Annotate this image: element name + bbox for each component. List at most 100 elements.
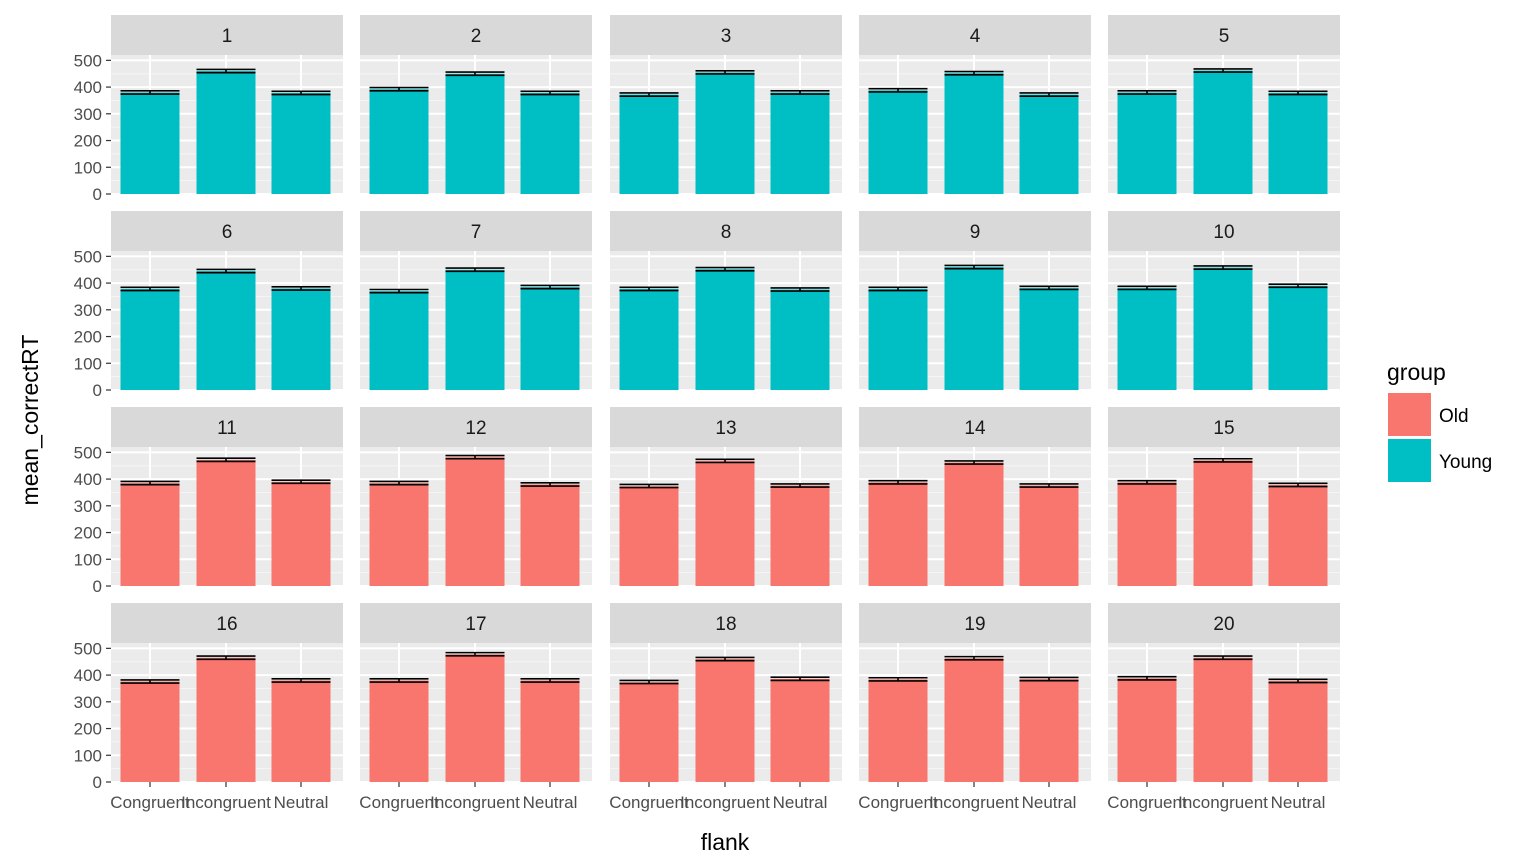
bar-neutral <box>520 287 580 390</box>
bar-incongruent <box>944 462 1004 586</box>
facet-strip <box>859 407 1091 447</box>
bar-neutral <box>520 680 580 782</box>
error-bar <box>520 482 580 487</box>
facet-strip <box>360 603 592 643</box>
error-bar <box>120 90 180 95</box>
facet-strip <box>610 211 842 251</box>
bar-neutral <box>271 481 331 586</box>
bar-incongruent <box>445 654 505 782</box>
y-tick-label: 400 <box>74 470 102 489</box>
facet-panel-7: 7 <box>360 211 592 391</box>
error-bar <box>770 287 830 292</box>
legend-entry-young: Young <box>1388 439 1492 482</box>
error-bar <box>1268 90 1328 96</box>
facet-panel-11: 11 <box>111 407 343 587</box>
x-tick-label: Congruent <box>1107 793 1187 812</box>
bar-neutral <box>1268 484 1328 586</box>
x-tick-label: Incongruent <box>430 793 520 812</box>
y-tick-label: 300 <box>74 105 102 124</box>
x-tick-label: Neutral <box>274 793 329 812</box>
error-bar <box>369 288 429 294</box>
error-bar <box>1117 285 1177 291</box>
y-tick-label: 300 <box>74 693 102 712</box>
facet-panel-14: 14 <box>859 407 1091 587</box>
facet-strip-label: 16 <box>216 614 237 635</box>
error-bar <box>196 268 256 274</box>
y-tick-label: 500 <box>74 51 102 70</box>
y-tick-label: 300 <box>74 301 102 320</box>
facet-strip-label: 3 <box>721 26 732 47</box>
facet-strip <box>111 407 343 447</box>
bar-incongruent <box>196 71 256 194</box>
bar-incongruent <box>944 267 1004 390</box>
error-bar <box>944 70 1004 76</box>
facet-strip <box>610 603 842 643</box>
error-bar <box>369 480 429 486</box>
facet-strip-label: 14 <box>964 418 986 439</box>
error-bar <box>120 480 180 486</box>
y-tick-label: 200 <box>74 720 102 739</box>
legend-key <box>1388 393 1431 436</box>
y-tick-label: 500 <box>74 443 102 462</box>
x-tick-label: Incongruent <box>929 793 1019 812</box>
error-bar <box>1268 482 1328 488</box>
bar-incongruent <box>695 269 755 390</box>
bar-neutral <box>770 485 830 586</box>
x-tick-label: Congruent <box>110 793 190 812</box>
facet-strip <box>610 15 842 55</box>
bar-congruent <box>868 90 928 194</box>
error-bar <box>619 483 679 489</box>
x-tick-label: Neutral <box>523 793 578 812</box>
error-bar <box>196 68 256 74</box>
error-bar <box>944 460 1004 465</box>
bar-congruent <box>369 680 429 782</box>
facet-strip-label: 19 <box>964 614 985 635</box>
error-bar <box>868 479 928 485</box>
x-tick-label: Neutral <box>773 793 828 812</box>
error-bar <box>445 454 505 460</box>
facet-strip <box>360 407 592 447</box>
error-bar <box>695 458 755 464</box>
x-tick-label: Congruent <box>858 793 938 812</box>
error-bar <box>619 286 679 292</box>
bar-congruent <box>1117 482 1177 586</box>
y-tick-label: 500 <box>74 639 102 658</box>
bar-neutral <box>271 680 331 782</box>
bar-congruent <box>120 288 180 390</box>
error-bar <box>1019 676 1079 682</box>
bar-neutral <box>1019 679 1079 782</box>
error-bar <box>271 479 331 485</box>
bar-incongruent <box>695 72 755 194</box>
legend-label: Old <box>1439 406 1469 427</box>
bar-congruent <box>619 94 679 194</box>
facet-strip <box>111 211 343 251</box>
bar-congruent <box>619 682 679 782</box>
bar-congruent <box>1117 287 1177 390</box>
error-bar <box>1193 68 1253 73</box>
bar-incongruent <box>1193 657 1253 782</box>
bar-neutral <box>770 92 830 194</box>
legend: group Old Young <box>1387 359 1492 482</box>
y-tick-label: 200 <box>74 132 102 151</box>
facet-panel-9: 9 <box>859 211 1091 391</box>
facet-panel-4: 4 <box>859 15 1091 195</box>
bar-neutral <box>271 288 331 390</box>
facet-strip-label: 7 <box>471 222 482 243</box>
error-bar <box>271 286 331 291</box>
bar-congruent <box>1117 92 1177 194</box>
facet-strip <box>111 15 343 55</box>
error-bar <box>619 92 679 97</box>
error-bar <box>1268 678 1328 684</box>
facet-strip-label: 6 <box>222 222 233 243</box>
bar-incongruent <box>1193 460 1253 586</box>
bar-neutral <box>1268 285 1328 390</box>
facet-panel-18: 18 <box>610 603 842 783</box>
bar-congruent <box>120 681 180 782</box>
bar-incongruent <box>695 460 755 586</box>
error-bar <box>770 90 830 95</box>
y-tick-label: 400 <box>74 666 102 685</box>
facet-strip <box>111 603 343 643</box>
y-tick-label: 500 <box>74 247 102 266</box>
